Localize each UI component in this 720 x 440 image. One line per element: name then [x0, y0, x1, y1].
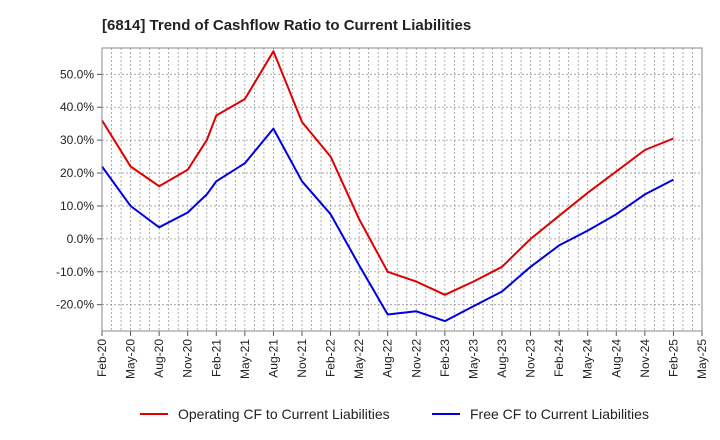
x-tick-label: Nov-22 [409, 339, 423, 378]
x-tick-label: Aug-20 [152, 339, 166, 378]
legend: Operating CF to Current Liabilities Free … [140, 406, 649, 422]
x-tick-label: Feb-24 [552, 339, 566, 377]
x-tick-label: Aug-24 [609, 339, 623, 378]
x-tick-label: Nov-23 [524, 339, 538, 378]
chart-title: [6814] Trend of Cashflow Ratio to Curren… [102, 17, 471, 34]
y-tick-label: 10.0% [60, 199, 94, 213]
y-axis-ticks: -20.0% -10.0% 0.0% 10.0% 20.0% 30.0% 40.0% 50.0… [56, 67, 102, 312]
series-line-operating-cf [101, 50, 674, 296]
series-line-free-cf [101, 127, 674, 323]
x-tick-label: Feb-20 [95, 339, 109, 377]
x-tick-label: May-24 [581, 339, 595, 379]
x-tick-label: May-25 [695, 339, 709, 379]
x-tick-label: Feb-25 [666, 339, 680, 377]
y-tick-label: -10.0% [56, 265, 94, 279]
plot-frame [101, 47, 703, 332]
y-tick-label: 40.0% [60, 100, 94, 114]
series-layer [101, 50, 674, 323]
x-tick-label: Feb-23 [438, 339, 452, 377]
plot-grid [101, 48, 703, 331]
x-tick-label: Nov-20 [181, 339, 195, 378]
x-tick-label: Nov-21 [295, 339, 309, 378]
x-tick-label: Aug-21 [266, 339, 280, 378]
y-tick-label: 20.0% [60, 166, 94, 180]
x-tick-label: Aug-22 [381, 339, 395, 378]
y-tick-label: 50.0% [60, 67, 94, 81]
x-tick-label: May-21 [238, 339, 252, 379]
x-tick-label: May-23 [466, 339, 480, 379]
legend-label: Free CF to Current Liabilities [470, 406, 649, 422]
x-axis-ticks: Feb-20 May-20 Aug-20 Nov-20 Feb-21 May-21 Aug-… [95, 331, 709, 379]
x-tick-label: Nov-24 [638, 339, 652, 378]
x-tick-label: Feb-22 [324, 339, 338, 377]
x-tick-label: Aug-23 [495, 339, 509, 378]
x-tick-label: May-20 [124, 339, 138, 379]
y-tick-label: 30.0% [60, 133, 94, 147]
x-tick-label: Feb-21 [209, 339, 223, 377]
x-tick-label: May-22 [352, 339, 366, 379]
y-tick-label: 0.0% [67, 232, 95, 246]
y-tick-label: -20.0% [56, 298, 94, 312]
legend-label: Operating CF to Current Liabilities [178, 406, 390, 422]
